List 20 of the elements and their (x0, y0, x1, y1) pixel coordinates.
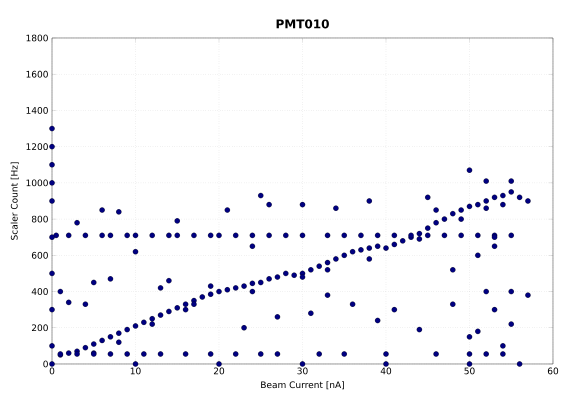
chart-title: PMT010 (276, 19, 329, 28)
y-tick-label: 1200 (26, 143, 48, 150)
x-tick-label: 0 (50, 368, 54, 374)
y-tick-label: 600 (32, 252, 48, 259)
x-tick-label: 60 (548, 368, 558, 374)
y-tick-label: 1800 (26, 34, 48, 42)
x-tick-label: 20 (214, 368, 224, 374)
y-tick-label: 0 (43, 360, 48, 368)
y-tick-label: 800 (32, 216, 48, 222)
y-axis-title: Scaler Count [Hz] (10, 162, 19, 240)
x-tick-label: 10 (130, 368, 141, 374)
x-axis-title: Beam Current [nA] (261, 381, 344, 390)
y-tick-label: 1600 (26, 70, 48, 78)
x-tick-label: 30 (297, 368, 308, 374)
x-tick-label: 40 (380, 368, 392, 374)
y-tick-label: 200 (32, 324, 48, 332)
y-tick-label: 1400 (26, 107, 48, 114)
x-tick-label: 50 (464, 368, 475, 374)
y-tick-label: 400 (32, 288, 48, 295)
y-tick-label: 1000 (26, 179, 48, 186)
